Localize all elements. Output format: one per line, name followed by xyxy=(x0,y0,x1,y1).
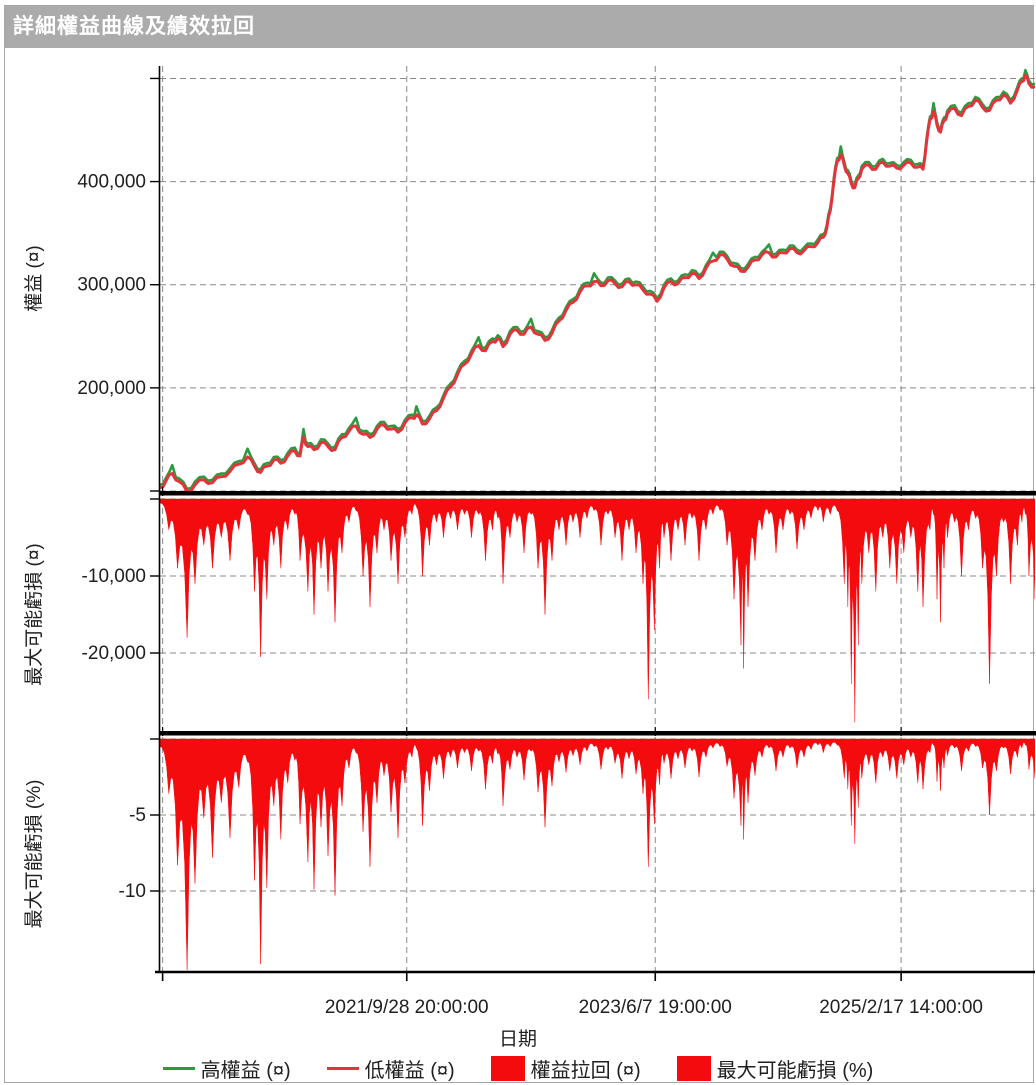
legend-item: 最大可能虧損 (%) xyxy=(676,1054,874,1083)
x-tick-label: 2021/9/28 20:00:00 xyxy=(325,997,489,1018)
panel-separator xyxy=(159,731,1036,736)
x-axis-label: 日期 xyxy=(499,1028,537,1050)
y-tick-label: -10,000 xyxy=(82,566,146,587)
y-tick-label: 300,000 xyxy=(77,275,146,296)
high-equity-line xyxy=(160,68,1035,491)
drawdown-percent-area xyxy=(160,738,1035,971)
legend-item: 高權益 (¤) xyxy=(162,1054,291,1083)
y-axis-label-drawdown_percent: 最大可能虧損 (%) xyxy=(23,780,45,929)
legend-box-swatch xyxy=(490,1055,525,1081)
low-equity-line xyxy=(160,73,1035,491)
legend-item: 權益拉回 (¤) xyxy=(490,1054,641,1083)
drawdown-currency-area xyxy=(160,498,1035,723)
legend-line-swatch xyxy=(326,1066,359,1070)
window-title: 詳細權益曲線及績效拉回 xyxy=(5,6,1034,48)
legend-label: 高權益 (¤) xyxy=(200,1059,291,1082)
legend-box-swatch xyxy=(676,1055,711,1081)
x-tick-label: 2023/6/7 19:00:00 xyxy=(579,997,732,1018)
x-tick-label: 2025/2/17 14:00:00 xyxy=(819,997,983,1018)
legend-label: 最大可能虧損 (%) xyxy=(716,1059,874,1082)
y-tick-label: -20,000 xyxy=(82,643,146,664)
panel-separator xyxy=(159,491,1036,496)
y-tick-label: -10 xyxy=(119,881,146,902)
legend-item: 低權益 (¤) xyxy=(326,1054,455,1083)
y-tick-label: 400,000 xyxy=(77,172,146,193)
y-axis-label-equity: 權益 (¤) xyxy=(23,245,45,312)
y-axis-label-drawdown_currency: 最大可能虧損 (¤) xyxy=(23,543,45,686)
legend-label: 低權益 (¤) xyxy=(364,1059,455,1082)
legend-label: 權益拉回 (¤) xyxy=(530,1059,641,1082)
y-tick-label: 200,000 xyxy=(77,378,146,399)
chart-legend: 高權益 (¤) 低權益 (¤) 權益拉回 (¤) 最大可能虧損 (%) xyxy=(0,1052,1036,1084)
y-tick-label: -5 xyxy=(129,805,146,826)
legend-line-swatch xyxy=(162,1066,195,1070)
